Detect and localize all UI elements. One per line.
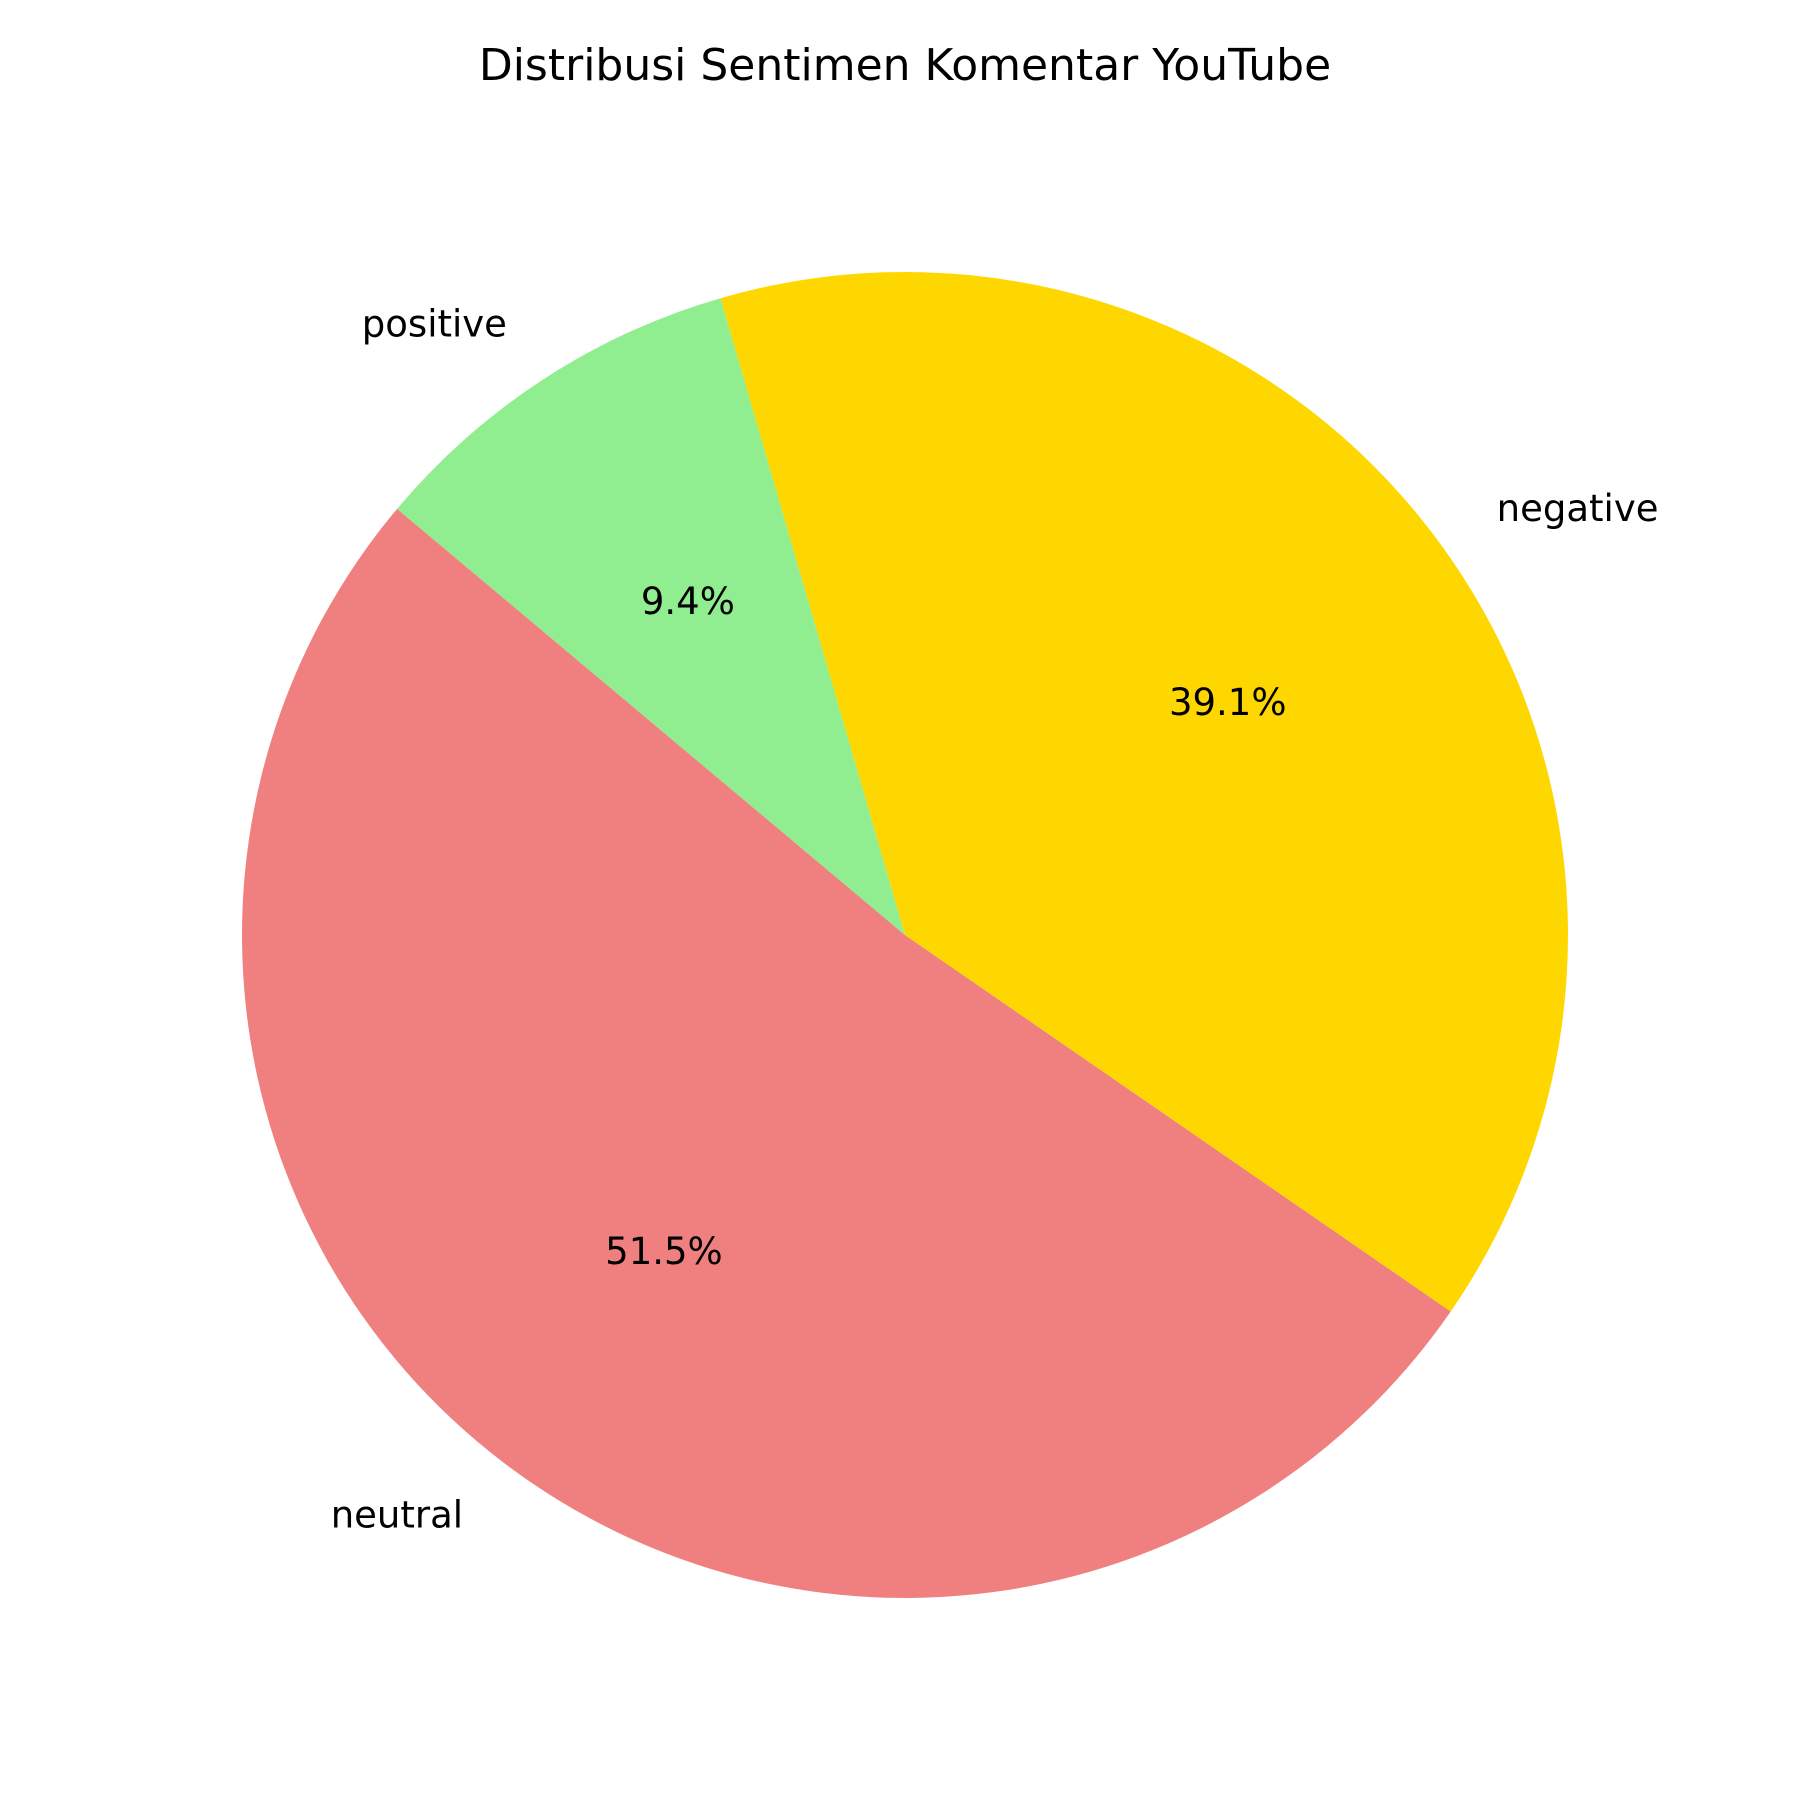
slice-percent-neutral: 51.5% <box>605 1230 723 1273</box>
pie-slice-neutral <box>241 508 1451 1599</box>
slice-percent-negative: 39.1% <box>1169 681 1287 724</box>
slice-label-positive: positive <box>362 302 507 345</box>
slice-percent-positive: 9.4% <box>641 580 735 623</box>
pie-slice-positive <box>397 298 905 936</box>
pie-slice-negative <box>720 272 1568 1312</box>
pie-labels: neutral 51.5% negative 39.1% positive 9.4% <box>331 302 1659 1536</box>
pie-slices <box>241 272 1568 1599</box>
slice-label-neutral: neutral <box>331 1494 463 1537</box>
slice-label-negative: negative <box>1497 487 1659 530</box>
chart-title: Distribusi Sentimen Komentar YouTube <box>479 40 1331 91</box>
